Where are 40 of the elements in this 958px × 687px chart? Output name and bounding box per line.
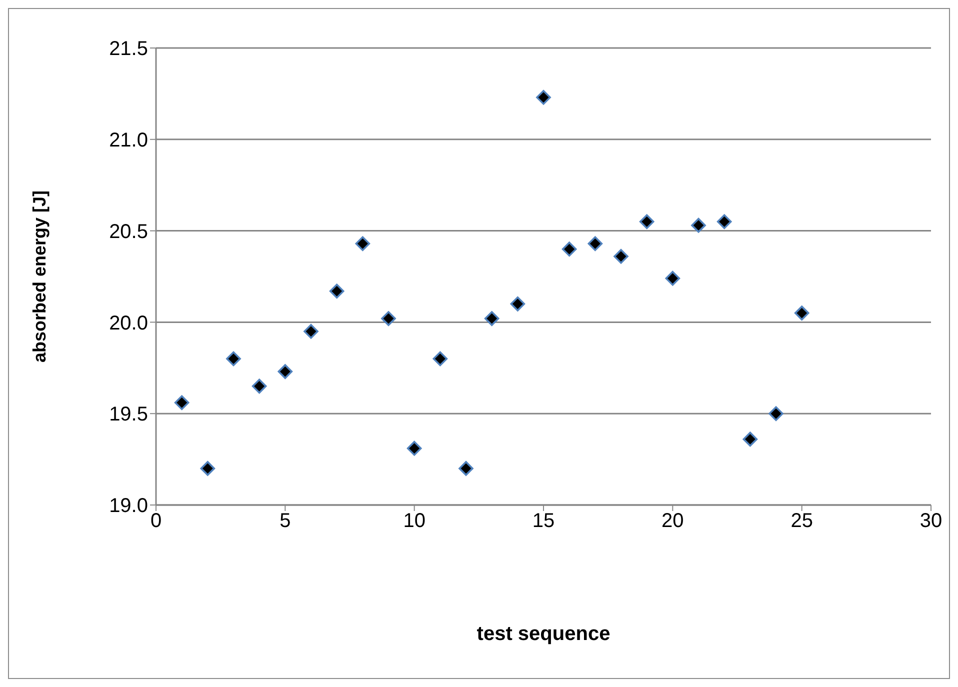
y-tick-label: 21.0 xyxy=(109,130,148,152)
point xyxy=(794,306,810,320)
point xyxy=(691,218,706,233)
point xyxy=(536,90,551,105)
point xyxy=(562,242,577,256)
point xyxy=(355,236,370,251)
point xyxy=(716,214,732,230)
point xyxy=(304,324,318,339)
x-tick-label: 15 xyxy=(532,510,555,532)
point xyxy=(665,270,680,286)
point xyxy=(406,440,422,456)
point xyxy=(639,214,654,230)
point xyxy=(381,311,396,326)
x-axis-title: test sequence xyxy=(476,623,610,645)
y-tick-label: 19.5 xyxy=(109,404,148,426)
point xyxy=(510,296,526,312)
x-tick-label: 30 xyxy=(920,510,942,532)
point xyxy=(458,461,474,476)
point xyxy=(742,432,758,447)
x-tick-label: 10 xyxy=(403,510,426,532)
point xyxy=(174,395,190,410)
y-tick-label: 20.5 xyxy=(109,220,148,243)
x-tick-label: 0 xyxy=(150,510,162,532)
point xyxy=(226,351,241,366)
y-axis-title: absorbed energy [J] xyxy=(29,190,50,363)
point xyxy=(588,236,603,251)
y-tick-label: 19.0 xyxy=(109,495,148,518)
x-tick-label: 25 xyxy=(790,510,813,532)
point xyxy=(432,351,448,366)
y-tick-label: 20.0 xyxy=(109,312,148,334)
point xyxy=(200,461,216,476)
point xyxy=(278,364,293,379)
point xyxy=(252,378,267,394)
point xyxy=(614,248,628,264)
x-tick-label: 5 xyxy=(280,510,291,532)
point xyxy=(329,284,344,299)
point xyxy=(768,406,784,421)
x-tick-label: 20 xyxy=(662,510,684,532)
point xyxy=(484,311,500,326)
y-tick-label: 21.5 xyxy=(109,38,148,60)
